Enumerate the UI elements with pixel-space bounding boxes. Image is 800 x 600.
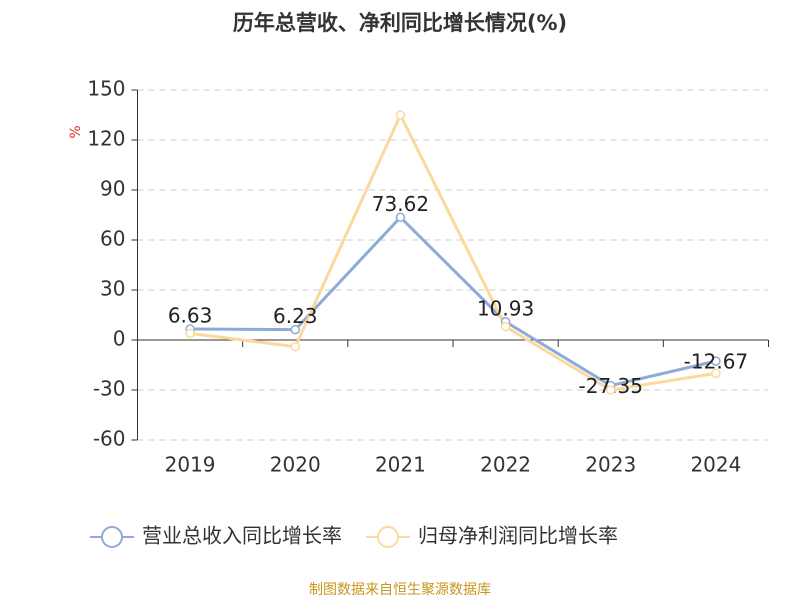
x-tick-label: 2019 bbox=[165, 453, 216, 477]
data-point bbox=[395, 110, 406, 120]
data-point bbox=[500, 321, 511, 332]
y-tick-label: 30 bbox=[100, 277, 125, 301]
source-note: 制图数据来自恒生聚源数据库 bbox=[309, 582, 491, 598]
y-tick-label: 150 bbox=[87, 77, 125, 101]
chart-title: 历年总营收、净利同比增长情况(%) bbox=[233, 11, 567, 35]
legend-marker bbox=[101, 526, 123, 548]
data-label: 10.93 bbox=[477, 296, 534, 320]
data-point bbox=[290, 324, 300, 335]
data-point bbox=[711, 368, 721, 379]
legend-marker bbox=[377, 526, 399, 548]
x-tick-label: 2024 bbox=[690, 453, 741, 477]
data-point bbox=[290, 341, 300, 352]
x-tick-label: 2021 bbox=[375, 453, 426, 477]
y-tick-label: -30 bbox=[93, 377, 126, 401]
y-tick-label: 60 bbox=[100, 227, 125, 251]
y-tick-label: 90 bbox=[100, 177, 125, 201]
data-label: 6.23 bbox=[273, 304, 318, 328]
y-tick-label: 0 bbox=[113, 327, 126, 351]
data-label: 73.62 bbox=[372, 192, 429, 216]
series-line bbox=[189, 111, 717, 392]
data-point bbox=[711, 356, 721, 366]
y-tick-label: -60 bbox=[93, 427, 126, 451]
data-point bbox=[185, 328, 195, 339]
legend-label: 营业总收入同比增长率 bbox=[142, 524, 342, 548]
data-point bbox=[606, 385, 616, 395]
series-line bbox=[190, 215, 717, 388]
x-tick-label: 2023 bbox=[585, 453, 636, 477]
legend-label: 归母净利润同比增长率 bbox=[418, 524, 618, 548]
data-point bbox=[395, 212, 406, 223]
y-axis-label: % bbox=[68, 125, 84, 138]
x-tick-label: 2022 bbox=[480, 453, 531, 477]
x-tick-label: 2020 bbox=[270, 453, 321, 477]
y-tick-label: 120 bbox=[87, 127, 125, 151]
data-label: 6.63 bbox=[168, 303, 213, 327]
